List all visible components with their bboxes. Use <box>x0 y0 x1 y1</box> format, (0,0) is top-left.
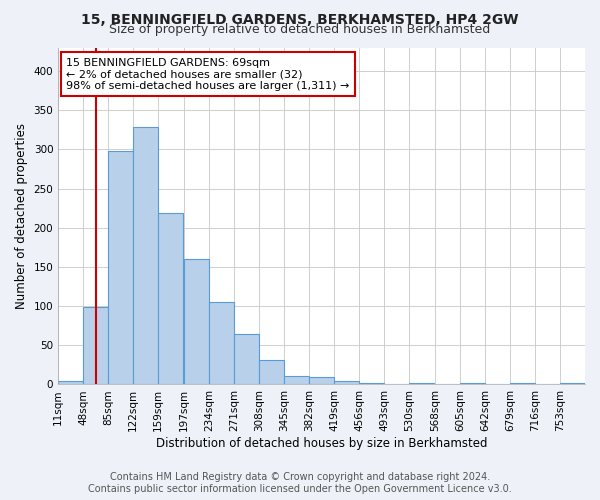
Text: Size of property relative to detached houses in Berkhamsted: Size of property relative to detached ho… <box>109 24 491 36</box>
Bar <box>58 382 83 384</box>
Bar <box>108 151 133 384</box>
Text: 15, BENNINGFIELD GARDENS, BERKHAMSTED, HP4 2GW: 15, BENNINGFIELD GARDENS, BERKHAMSTED, H… <box>81 12 519 26</box>
Bar <box>259 360 284 384</box>
Bar <box>359 383 384 384</box>
Bar <box>184 259 209 384</box>
Bar <box>309 376 334 384</box>
Bar <box>560 383 585 384</box>
Bar <box>284 376 309 384</box>
X-axis label: Distribution of detached houses by size in Berkhamsted: Distribution of detached houses by size … <box>156 437 487 450</box>
Bar <box>409 383 434 384</box>
Bar <box>234 334 259 384</box>
Text: 15 BENNINGFIELD GARDENS: 69sqm
← 2% of detached houses are smaller (32)
98% of s: 15 BENNINGFIELD GARDENS: 69sqm ← 2% of d… <box>66 58 349 91</box>
Bar <box>83 307 108 384</box>
Y-axis label: Number of detached properties: Number of detached properties <box>15 123 28 309</box>
Text: Contains HM Land Registry data © Crown copyright and database right 2024.
Contai: Contains HM Land Registry data © Crown c… <box>88 472 512 494</box>
Bar <box>510 383 535 384</box>
Bar <box>158 213 183 384</box>
Bar <box>460 383 485 384</box>
Bar <box>209 302 234 384</box>
Bar <box>334 380 359 384</box>
Bar <box>133 128 158 384</box>
